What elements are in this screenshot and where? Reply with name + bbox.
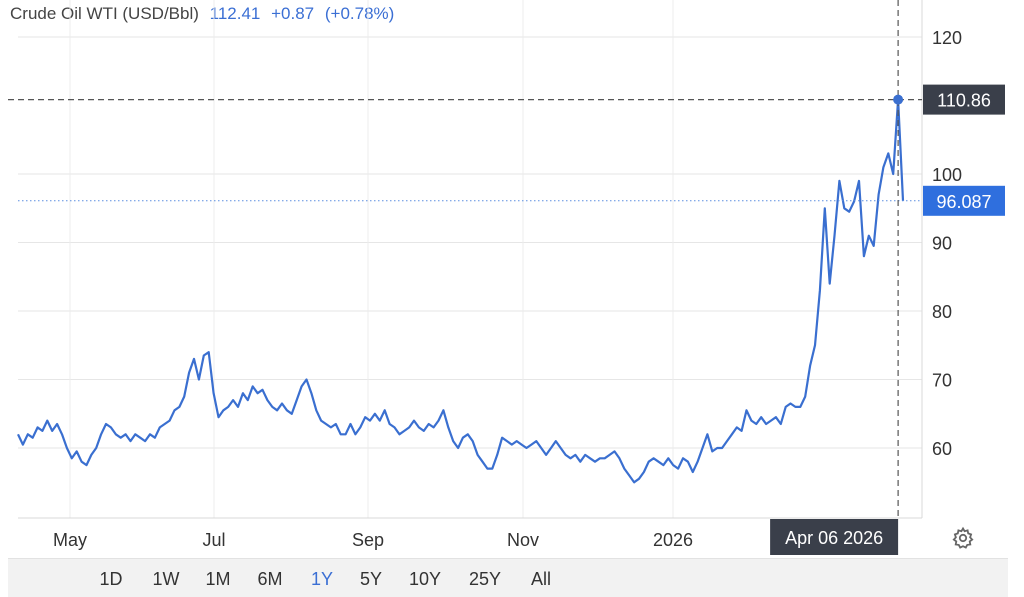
gear-icon[interactable] bbox=[951, 526, 975, 550]
crosshair-value-label: 110.86 bbox=[937, 91, 991, 111]
range-button-1d[interactable]: 1D bbox=[99, 569, 123, 589]
y-tick-label: 70 bbox=[932, 371, 952, 391]
y-tick-label: 100 bbox=[932, 165, 962, 185]
price-change: +0.87 bbox=[271, 4, 315, 23]
x-tick-label: 2026 bbox=[653, 530, 693, 550]
range-button-1m[interactable]: 1M bbox=[205, 569, 231, 589]
last-value-badge bbox=[923, 185, 1005, 216]
range-button-all[interactable]: All bbox=[530, 569, 551, 589]
y-tick-label: 80 bbox=[932, 302, 952, 322]
y-tick-label: 60 bbox=[932, 439, 952, 459]
range-button-1y[interactable]: 1Y bbox=[310, 569, 334, 589]
instrument-title: Crude Oil WTI (USD/Bbl) bbox=[10, 4, 199, 23]
range-button-1w[interactable]: 1W bbox=[152, 569, 180, 589]
y-tick-label: 90 bbox=[932, 234, 952, 254]
x-tick-label: Nov bbox=[507, 530, 539, 550]
x-tick-label: Sep bbox=[352, 530, 384, 550]
y-tick-label: 120 bbox=[932, 28, 962, 48]
range-button-6m[interactable]: 6M bbox=[257, 569, 283, 589]
price-series-line bbox=[17, 98, 905, 484]
x-tick-label: May bbox=[53, 530, 87, 550]
x-tick-label: Jul bbox=[202, 530, 225, 550]
price-change-percent: (+0.78%) bbox=[324, 4, 395, 23]
crosshair-date-label: Apr 06 2026 bbox=[785, 528, 883, 548]
range-button-10y[interactable]: 10Y bbox=[408, 569, 442, 589]
crosshair-point bbox=[893, 94, 904, 105]
range-button-25y[interactable]: 25Y bbox=[468, 569, 502, 589]
crosshair-date-badge bbox=[770, 519, 899, 555]
range-button-5y[interactable]: 5Y bbox=[359, 569, 383, 589]
chart-header: Crude Oil WTI (USD/Bbl) 112.41 +0.87 (+0… bbox=[10, 2, 394, 26]
last-value-label: 96.087 bbox=[936, 192, 991, 212]
time-range-bar: 1D 1W 1M 6M 1Y 5Y 10Y 25Y All bbox=[8, 558, 1008, 597]
current-price: 112.41 bbox=[209, 4, 261, 23]
crosshair-value-badge bbox=[923, 84, 1005, 115]
